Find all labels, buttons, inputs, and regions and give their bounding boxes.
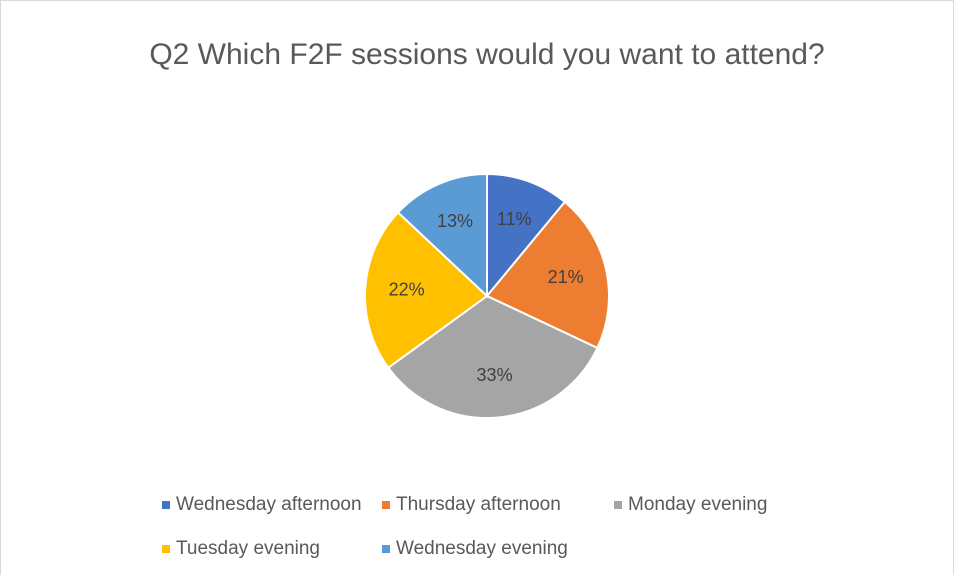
legend-label: Wednesday evening [396, 538, 568, 559]
legend-swatch [162, 501, 170, 509]
legend-label: Wednesday afternoon [176, 494, 362, 515]
pie-slice [485, 200, 610, 350]
pie-slice [364, 211, 489, 370]
legend-label: Thursday afternoon [396, 494, 561, 515]
legend-label: Monday evening [628, 494, 767, 515]
legend-swatch [382, 501, 390, 509]
data-label: 11% [497, 209, 532, 229]
data-label: 22% [389, 280, 425, 300]
pie-slice [396, 172, 488, 299]
data-label: 21% [548, 267, 584, 287]
data-label: 33% [477, 365, 513, 385]
legend-swatch [614, 501, 622, 509]
legend-swatch [162, 545, 170, 553]
legend-label: Tuesday evening [176, 538, 320, 559]
chart-title: Q2 Which F2F sessions would you want to … [149, 38, 825, 71]
pie-slice [386, 294, 599, 419]
legend-swatch [382, 545, 390, 553]
pie-slice [486, 172, 567, 299]
data-label: 13% [437, 211, 473, 231]
